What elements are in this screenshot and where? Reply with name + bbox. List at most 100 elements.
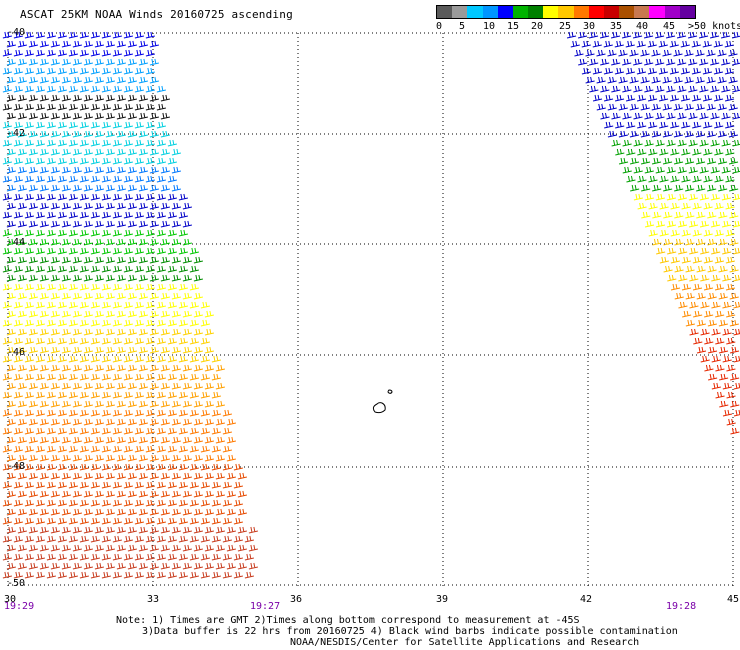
- wind-barb: [13, 355, 23, 363]
- wind-barb: [61, 130, 71, 138]
- wind-barb: [226, 490, 236, 498]
- wind-barb: [688, 85, 698, 93]
- wind-barb: [618, 49, 628, 57]
- wind-barb: [156, 391, 166, 399]
- wind-barb: [695, 103, 705, 111]
- wind-barb: [17, 184, 27, 192]
- wind-barb: [24, 85, 34, 93]
- wind-barb: [167, 445, 177, 453]
- wind-barb: [101, 445, 111, 453]
- wind-barb: [678, 247, 688, 255]
- wind-barb: [237, 544, 247, 552]
- wind-barb: [2, 175, 12, 183]
- wind-barb: [643, 31, 654, 39]
- wind-barb: [149, 112, 159, 120]
- wind-barb: [79, 463, 89, 471]
- wind-barb: [717, 130, 728, 138]
- wind-barb: [24, 139, 34, 147]
- wind-barb: [123, 409, 133, 417]
- wind-barb: [666, 139, 676, 147]
- wind-barb: [24, 427, 34, 435]
- wind-barb: [149, 490, 159, 498]
- wind-barb: [669, 40, 679, 48]
- wind-barb: [589, 85, 599, 93]
- wind-barb: [79, 265, 89, 273]
- wind-barb: [116, 292, 126, 300]
- wind-barb: [39, 490, 49, 498]
- wind-barb: [90, 211, 100, 219]
- wind-barb: [138, 562, 148, 570]
- wind-barb: [726, 364, 736, 372]
- wind-barb: [138, 418, 148, 426]
- wind-barb: [123, 103, 133, 111]
- wind-barb: [17, 310, 27, 318]
- wind-barb: [138, 220, 148, 228]
- wind-barb: [90, 337, 100, 345]
- wind-barb: [112, 247, 122, 255]
- wind-barb: [189, 265, 199, 273]
- wind-barb: [637, 175, 647, 183]
- wind-barb: [116, 184, 126, 192]
- wind-barb: [13, 391, 23, 399]
- wind-barb: [105, 436, 115, 444]
- wind-barb: [681, 229, 691, 237]
- wind-barb: [13, 373, 23, 381]
- wind-barb: [28, 526, 38, 534]
- wind-barb: [670, 148, 680, 156]
- wind-barb: [721, 112, 731, 120]
- wind-barb: [46, 427, 56, 435]
- wind-barb: [204, 526, 214, 534]
- wind-barb: [711, 274, 721, 282]
- wind-barb: [182, 310, 192, 318]
- wind-barb: [596, 103, 606, 111]
- wind-barb: [57, 85, 67, 93]
- colorbar-label: 15: [507, 21, 520, 32]
- wind-barb: [39, 436, 49, 444]
- wind-barb: [2, 391, 12, 399]
- wind-barb: [116, 436, 126, 444]
- wind-barb: [717, 157, 728, 165]
- wind-barb: [189, 355, 199, 363]
- wind-barb: [193, 400, 203, 408]
- wind-barb: [6, 238, 16, 246]
- wind-barb: [6, 130, 16, 138]
- wind-barb: [204, 310, 214, 318]
- wind-barb: [35, 229, 45, 237]
- wind-barb: [633, 112, 643, 120]
- wind-barb: [204, 490, 214, 498]
- wind-barb: [689, 301, 699, 309]
- wind-barb: [6, 112, 16, 120]
- wind-barb: [699, 85, 709, 93]
- wind-barb: [200, 427, 210, 435]
- wind-barb: [72, 418, 82, 426]
- wind-barb: [28, 220, 38, 228]
- wind-barb: [171, 508, 181, 516]
- wind-barb: [655, 112, 665, 120]
- wind-barb: [189, 409, 199, 417]
- wind-barb: [127, 310, 137, 318]
- wind-barb: [72, 112, 82, 120]
- wind-barb: [39, 346, 49, 354]
- wind-barb: [83, 526, 93, 534]
- wind-barb: [24, 103, 34, 111]
- wind-barb: [193, 544, 203, 552]
- wind-barb: [662, 76, 672, 84]
- wind-barb: [17, 526, 27, 534]
- wind-barb: [134, 229, 144, 237]
- wind-barb: [83, 220, 93, 228]
- wind-barb: [703, 229, 713, 237]
- wind-barb: [17, 112, 27, 120]
- wind-barb: [123, 265, 133, 273]
- wind-barb: [200, 499, 210, 507]
- wind-barb: [149, 94, 159, 102]
- wind-barb: [24, 553, 34, 561]
- wind-barb: [696, 265, 706, 273]
- wind-barb: [35, 175, 45, 183]
- wind-barb: [222, 463, 232, 471]
- wind-barb: [127, 562, 137, 570]
- wind-barb: [79, 391, 89, 399]
- wind-barb: [116, 310, 126, 318]
- wind-barb: [189, 499, 199, 507]
- wind-barb: [600, 58, 610, 66]
- wind-barb: [720, 31, 731, 39]
